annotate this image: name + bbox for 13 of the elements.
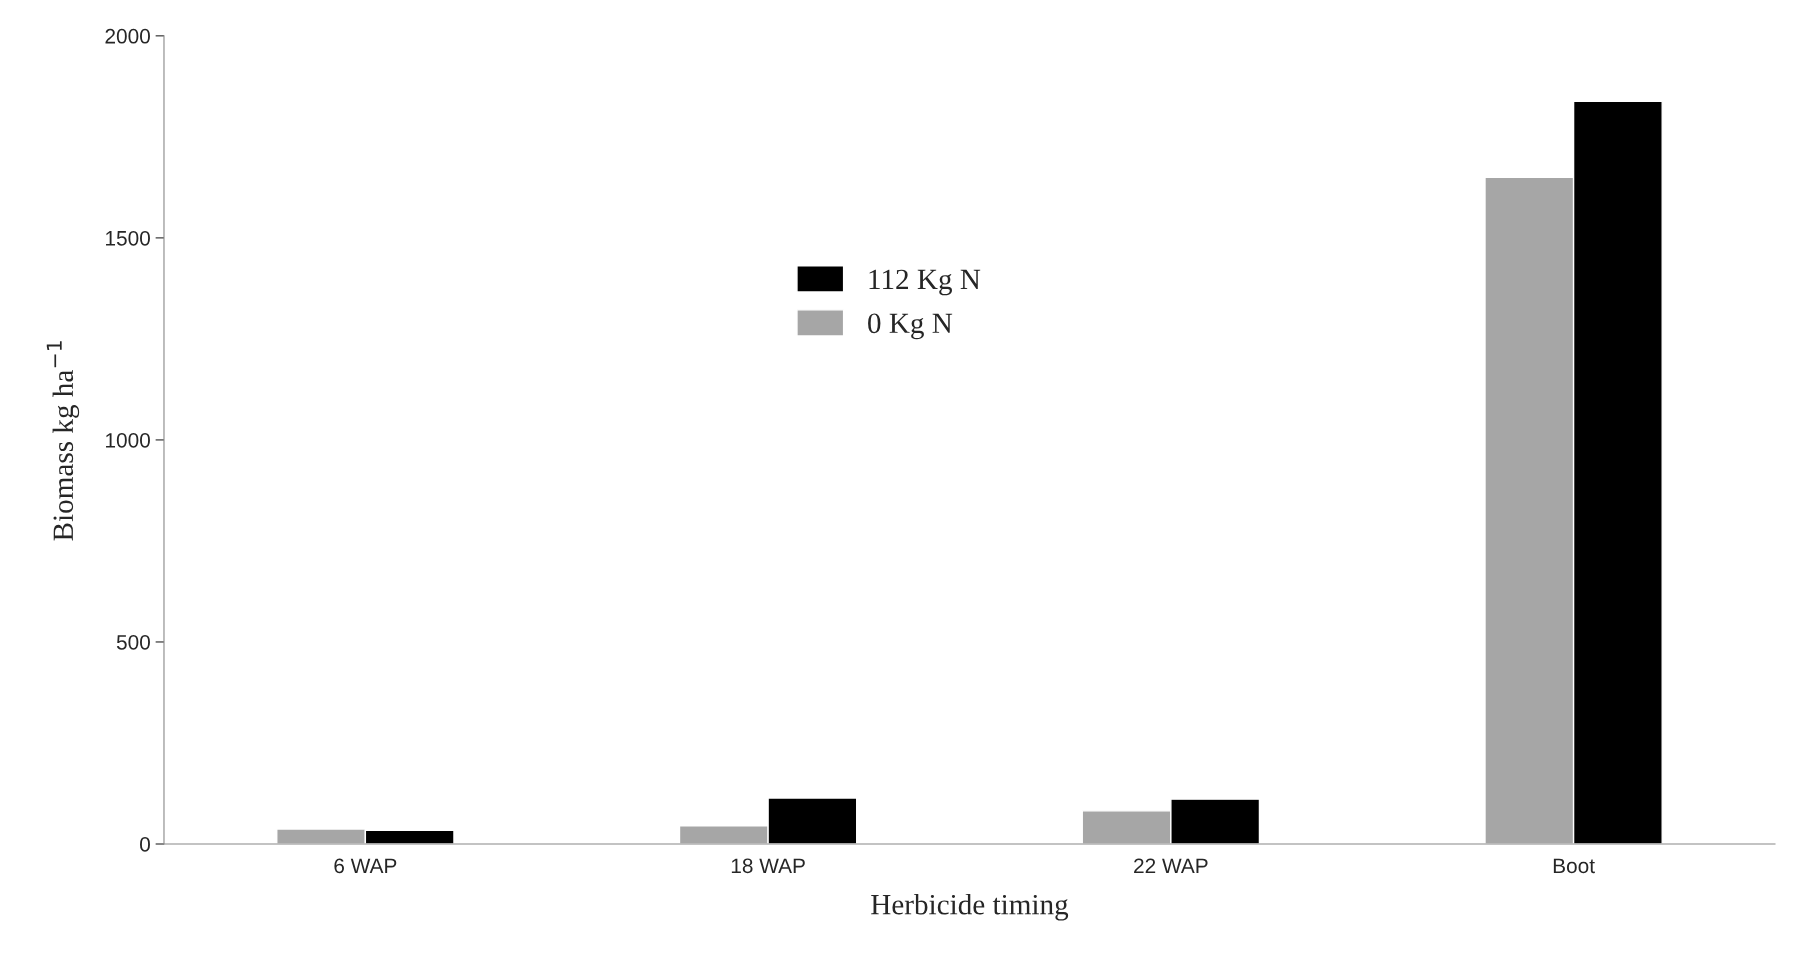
- x-tick-label: 22 WAP: [1134, 858, 1208, 873]
- y-tick-label: 1500: [106, 230, 150, 246]
- y-tick-label: 500: [116, 634, 150, 650]
- y-axis-title: Biomass kg ha$^{−1}$: [46, 341, 80, 541]
- y-tick-label: 1000: [106, 432, 150, 448]
- x-tick-label: 6 WAP: [334, 858, 397, 874]
- legend-label: 0 Kg N: [868, 313, 953, 340]
- y-tick-label: 0: [140, 837, 150, 852]
- x-tick-label: Boot: [1553, 858, 1595, 874]
- legend-label: 112 Kg N: [869, 269, 981, 296]
- y-tick-label: 2000: [105, 28, 150, 44]
- x-axis-title: Herbicide timing: [871, 893, 1069, 921]
- x-tick-label: 18 WAP: [731, 858, 805, 874]
